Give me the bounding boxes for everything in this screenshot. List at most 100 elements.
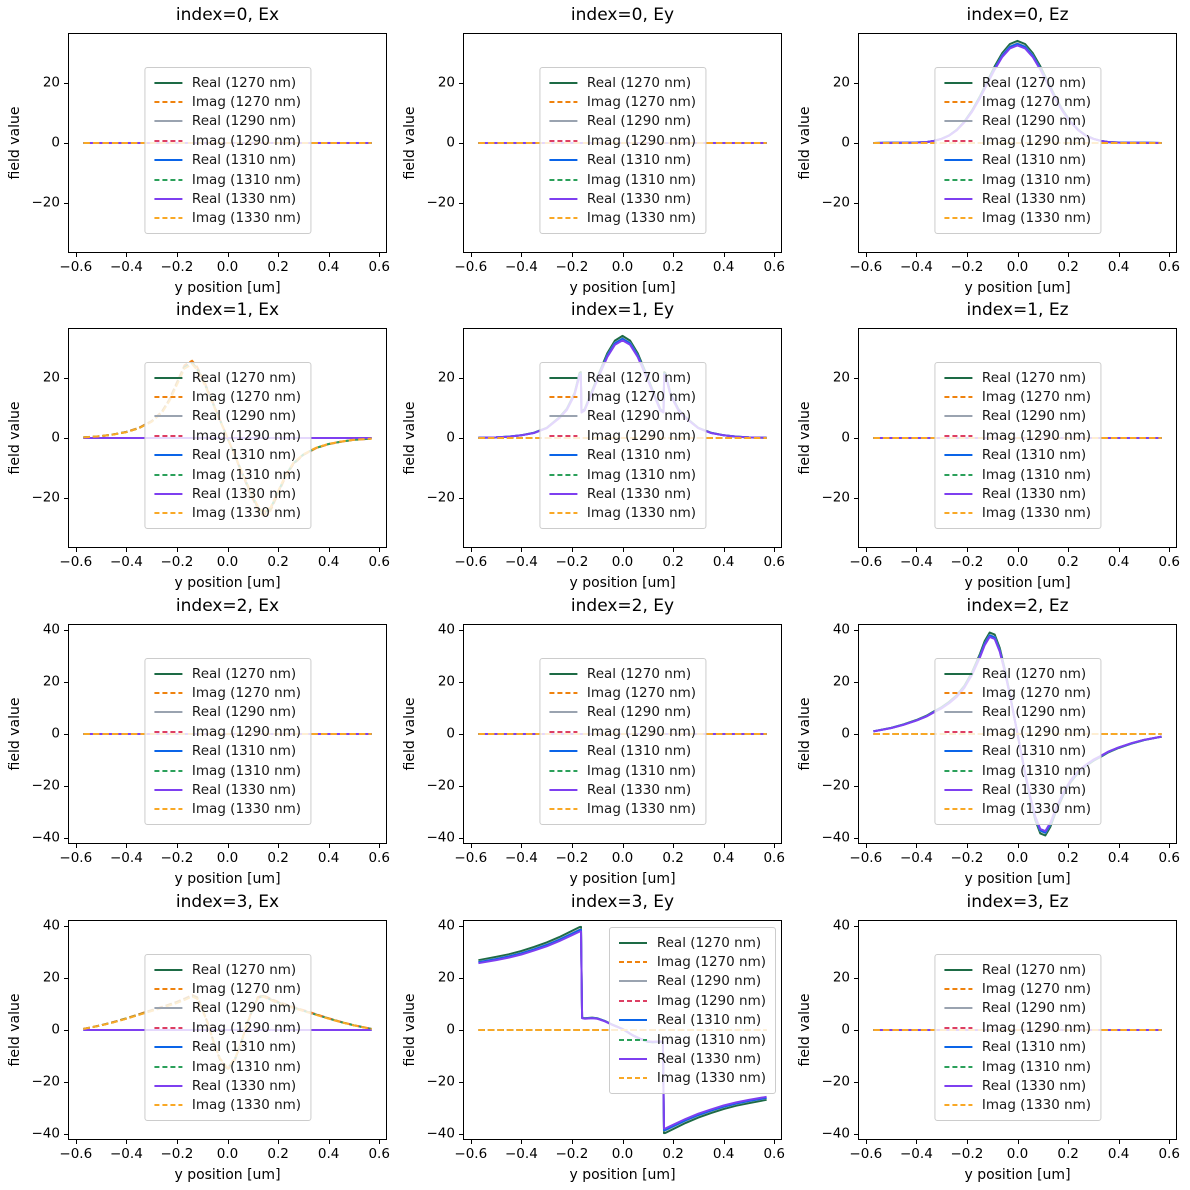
subplot-index-3-ex: index=3, Ex −0.6 −0.4 −0.2 0.0 0.2 0.4 0.6 −40 −2… xyxy=(7,892,390,1183)
legend-label: Imag (1310 nm) xyxy=(586,466,697,483)
y-tick xyxy=(64,1134,68,1136)
legend-line-sample xyxy=(153,808,182,811)
legend-box: Real (1270 nm) Imag (1270 nm) Real (1290 n… xyxy=(933,67,1102,235)
subplot-title: index=3, Ez xyxy=(966,892,1069,912)
x-tick-label: 0.4 xyxy=(1107,850,1130,866)
x-tick-label: 0.4 xyxy=(712,259,735,275)
x-tick-label: 0.2 xyxy=(662,259,684,275)
legend-label: Imag (1270 nm) xyxy=(656,954,766,971)
legend-line-sample xyxy=(153,692,182,695)
y-tick-label: 0 xyxy=(51,725,60,742)
legend-label: Real (1290 nm) xyxy=(191,408,297,425)
y-tick xyxy=(64,734,68,735)
legend-line-sample xyxy=(943,1046,972,1049)
x-tick-label: 0.4 xyxy=(317,554,340,570)
legend-line-sample xyxy=(153,711,182,714)
legend-line-sample xyxy=(943,217,972,220)
x-tick xyxy=(379,1140,381,1144)
legend-entry: Real (1310 nm) xyxy=(153,446,301,465)
y-tick xyxy=(854,629,858,631)
x-tick-label: 0.6 xyxy=(368,850,390,866)
legend-entry: Imag (1270 nm) xyxy=(153,979,301,998)
y-axis-label: field value xyxy=(797,697,813,771)
legend-entry: Real (1290 nm) xyxy=(943,112,1091,131)
legend-line-sample xyxy=(943,434,972,437)
legend-entry: Real (1310 nm) xyxy=(943,1038,1091,1057)
x-axis-label: y position [um] xyxy=(174,1167,281,1183)
y-axis-label: field value xyxy=(797,993,813,1067)
legend-line-sample xyxy=(153,750,182,753)
legend-label: Real (1290 nm) xyxy=(191,704,297,721)
x-tick xyxy=(278,1140,280,1144)
x-tick xyxy=(126,253,128,257)
x-tick-label: −0.6 xyxy=(454,850,488,866)
y-tick-label: −20 xyxy=(821,777,851,794)
legend-entry: Imag (1310 nm) xyxy=(153,465,301,484)
x-tick xyxy=(622,253,624,257)
x-tick-label: −0.4 xyxy=(505,554,538,570)
subplot-index-1-ex: index=1, Ex −0.6 −0.4 −0.2 0.0 0.2 0.4 0.6 −20 0 2… xyxy=(7,300,390,591)
legend-label: Imag (1290 nm) xyxy=(191,1019,302,1036)
legend-label: Real (1330 nm) xyxy=(981,191,1087,208)
legend-label: Imag (1330 nm) xyxy=(586,801,697,818)
legend-label: Real (1330 nm) xyxy=(191,191,297,208)
legend-line-sample xyxy=(943,159,972,162)
legend-entry: Real (1330 nm) xyxy=(153,189,301,208)
legend-entry: Real (1290 nm) xyxy=(943,407,1091,426)
x-tick-label: −0.6 xyxy=(454,259,488,275)
legend-entry: Imag (1310 nm) xyxy=(153,761,301,780)
x-tick-label: 0.0 xyxy=(216,850,239,866)
legend-line-sample xyxy=(943,672,972,675)
x-tick xyxy=(865,844,867,848)
x-tick-label: 0.0 xyxy=(611,554,634,570)
legend-entry: Real (1330 nm) xyxy=(153,1076,301,1095)
legend-label: Real (1330 nm) xyxy=(981,486,1087,503)
legend-label: Real (1270 nm) xyxy=(586,369,692,386)
legend-line-sample xyxy=(548,396,577,399)
legend-line-sample xyxy=(548,376,577,379)
legend-line-sample xyxy=(943,750,972,753)
y-tick xyxy=(64,1082,68,1084)
x-tick-label: 0.6 xyxy=(368,1146,390,1162)
legend-entry: Imag (1310 nm) xyxy=(548,761,696,780)
x-tick-label: 0.6 xyxy=(763,259,785,275)
legend-line-sample xyxy=(943,454,972,457)
x-tick-label: −0.2 xyxy=(950,554,984,570)
y-tick xyxy=(64,203,68,205)
x-tick xyxy=(673,253,675,257)
y-tick xyxy=(64,786,68,788)
legend-line-sample xyxy=(548,101,577,104)
legend-entry: Imag (1330 nm) xyxy=(153,800,301,819)
legend-entry: Imag (1290 nm) xyxy=(153,426,301,445)
y-axis-label: field value xyxy=(402,993,418,1067)
x-tick xyxy=(774,253,776,257)
y-tick xyxy=(459,1082,463,1084)
subplot-title: index=0, Ey xyxy=(570,5,675,25)
legend-line-sample xyxy=(153,159,182,162)
x-tick xyxy=(1169,1140,1171,1144)
legend-entry: Real (1330 nm) xyxy=(153,780,301,799)
x-tick-label: 0.0 xyxy=(216,259,239,275)
y-tick-label: 20 xyxy=(437,673,455,690)
x-tick xyxy=(328,253,330,257)
legend-entry: Imag (1290 nm) xyxy=(943,131,1091,150)
legend-entry: Imag (1270 nm) xyxy=(943,979,1091,998)
x-tick-label: −0.6 xyxy=(59,259,93,275)
legend-entry: Real (1330 nm) xyxy=(548,780,696,799)
x-tick-label: 0.4 xyxy=(712,1146,735,1162)
legend-label: Real (1310 nm) xyxy=(981,447,1087,464)
legend-label: Imag (1290 nm) xyxy=(981,1019,1092,1036)
legend-line-sample xyxy=(548,120,577,123)
x-tick xyxy=(622,548,624,552)
y-tick xyxy=(854,838,858,840)
y-tick-label: 20 xyxy=(42,369,60,386)
x-tick-label: 0.6 xyxy=(763,1146,785,1162)
legend-line-sample xyxy=(153,376,182,379)
legend-entry: Imag (1270 nm) xyxy=(548,92,696,111)
x-tick-label: 0.4 xyxy=(317,1146,340,1162)
x-tick-label: −0.4 xyxy=(110,850,143,866)
x-tick xyxy=(470,253,472,257)
legend-line-sample xyxy=(548,454,577,457)
legend-entry: Real (1270 nm) xyxy=(153,73,301,92)
legend-line-sample xyxy=(153,178,182,181)
